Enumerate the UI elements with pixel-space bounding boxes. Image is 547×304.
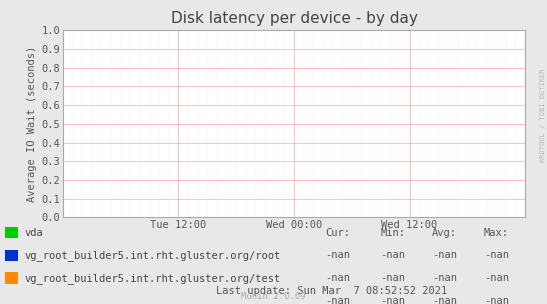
Text: -nan: -nan bbox=[484, 273, 509, 283]
Text: Min:: Min: bbox=[380, 228, 405, 237]
Text: vg_root_builder5.int.rht.gluster.org/test: vg_root_builder5.int.rht.gluster.org/tes… bbox=[24, 273, 280, 284]
Text: -nan: -nan bbox=[325, 273, 351, 283]
Title: Disk latency per device - by day: Disk latency per device - by day bbox=[171, 12, 417, 26]
Text: Cur:: Cur: bbox=[325, 228, 351, 237]
Text: -nan: -nan bbox=[432, 250, 457, 260]
Text: Munin 2.0.69: Munin 2.0.69 bbox=[241, 292, 306, 301]
Text: Max:: Max: bbox=[484, 228, 509, 237]
Text: -nan: -nan bbox=[484, 250, 509, 260]
Text: vg_root_builder5.int.rht.gluster.org/root: vg_root_builder5.int.rht.gluster.org/roo… bbox=[24, 250, 280, 261]
Y-axis label: Average IO Wait (seconds): Average IO Wait (seconds) bbox=[27, 46, 37, 202]
Text: -nan: -nan bbox=[380, 296, 405, 304]
Text: -nan: -nan bbox=[484, 296, 509, 304]
Text: Last update: Sun Mar  7 08:52:52 2021: Last update: Sun Mar 7 08:52:52 2021 bbox=[216, 286, 447, 296]
Text: -nan: -nan bbox=[325, 296, 351, 304]
Text: vda: vda bbox=[24, 228, 43, 237]
Text: -nan: -nan bbox=[380, 273, 405, 283]
Text: -nan: -nan bbox=[380, 250, 405, 260]
Text: -nan: -nan bbox=[432, 273, 457, 283]
Text: Avg:: Avg: bbox=[432, 228, 457, 237]
Text: RRDTOOL / TOBI OETIKER: RRDTOOL / TOBI OETIKER bbox=[540, 69, 546, 162]
Text: -nan: -nan bbox=[325, 250, 351, 260]
Text: -nan: -nan bbox=[432, 296, 457, 304]
